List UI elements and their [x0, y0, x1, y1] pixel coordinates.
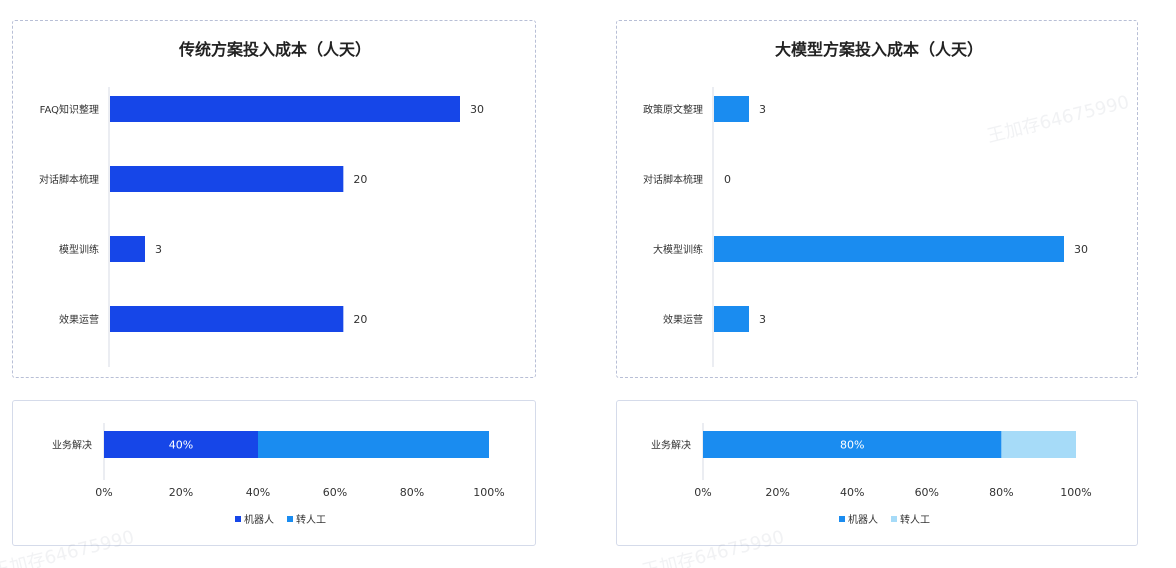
llm-resolution-panel: 业务解决 80% 0% 20% 40% 60% 80% 100% 机器人 转人工 [616, 400, 1138, 546]
category-label: 对话脚本梳理 [39, 173, 99, 186]
segment-label: 40% [169, 439, 193, 452]
data-label: 0 [724, 173, 731, 186]
legend-swatch [287, 516, 293, 522]
stacked-bar-segment [703, 431, 1002, 458]
category-label: FAQ知识整理 [40, 103, 99, 116]
legend-swatch [891, 516, 897, 522]
legend-label: 机器人 [848, 513, 878, 526]
legend-swatch [235, 516, 241, 522]
tick-label: 0% [694, 486, 711, 499]
category-label: 业务解决 [52, 439, 92, 452]
traditional-cost-chart: 传统方案投入成本（人天） FAQ知识整理 30 对话脚本梳理 20 模型训练 3 效果运营 20 [39, 40, 484, 367]
tick-label: 20% [169, 486, 193, 499]
tick-label: 60% [915, 486, 939, 499]
data-label: 20 [353, 313, 367, 326]
llm-cost-chart: 大模型方案投入成本（人天） 政策原文整理 3 对话脚本梳理 0 大模型训练 30 效果运营 3 [643, 40, 1088, 367]
category-label: 大模型训练 [653, 243, 703, 256]
llm-resolution-chart: 业务解决 80% 0% 20% 40% 60% 80% 100% 机器人 转人工 [651, 423, 1092, 526]
category-label: 对话脚本梳理 [643, 173, 703, 186]
llm-cost-panel: 大模型方案投入成本（人天） 政策原文整理 3 对话脚本梳理 0 大模型训练 30 效果运营 3 [616, 20, 1138, 378]
tick-label: 40% [840, 486, 864, 499]
bar [110, 236, 145, 262]
tick-label: 100% [473, 486, 504, 499]
legend-label: 机器人 [244, 513, 274, 526]
data-label: 30 [1074, 243, 1088, 256]
tick-label: 60% [323, 486, 347, 499]
traditional-cost-panel: 传统方案投入成本（人天） FAQ知识整理 30 对话脚本梳理 20 模型训练 3 效果运营 20 [12, 20, 536, 378]
data-label: 20 [353, 173, 367, 186]
chart-title: 大模型方案投入成本（人天） [775, 40, 983, 59]
category-label: 政策原文整理 [643, 103, 703, 116]
tick-label: 100% [1060, 486, 1091, 499]
bar [714, 96, 749, 122]
bar [110, 96, 460, 122]
tick-label: 40% [246, 486, 270, 499]
data-label: 3 [155, 243, 162, 256]
stacked-bar-segment [1001, 431, 1076, 458]
legend-label: 转人工 [900, 513, 930, 526]
category-label: 模型训练 [59, 243, 99, 256]
stacked-bar-segment [104, 431, 258, 458]
tick-label: 80% [989, 486, 1013, 499]
chart-title: 传统方案投入成本（人天） [178, 40, 371, 59]
tick-label: 0% [95, 486, 112, 499]
stacked-bar-segment [258, 431, 489, 458]
category-label: 效果运营 [59, 313, 99, 326]
tick-label: 20% [765, 486, 789, 499]
tick-label: 80% [400, 486, 424, 499]
bar [714, 306, 749, 332]
data-label: 30 [470, 103, 484, 116]
legend-label: 转人工 [296, 513, 326, 526]
traditional-resolution-chart: 业务解决 40% 0% 20% 40% 60% 80% 100% 机器人 转人工 [52, 423, 505, 526]
bar [714, 236, 1064, 262]
category-label: 效果运营 [663, 313, 703, 326]
data-label: 3 [759, 313, 766, 326]
segment-label: 80% [840, 439, 864, 452]
data-label: 3 [759, 103, 766, 116]
bar [110, 166, 344, 192]
bar [110, 306, 344, 332]
category-label: 业务解决 [651, 439, 691, 452]
traditional-resolution-panel: 业务解决 40% 0% 20% 40% 60% 80% 100% 机器人 转人工 [12, 400, 536, 546]
legend-swatch [839, 516, 845, 522]
